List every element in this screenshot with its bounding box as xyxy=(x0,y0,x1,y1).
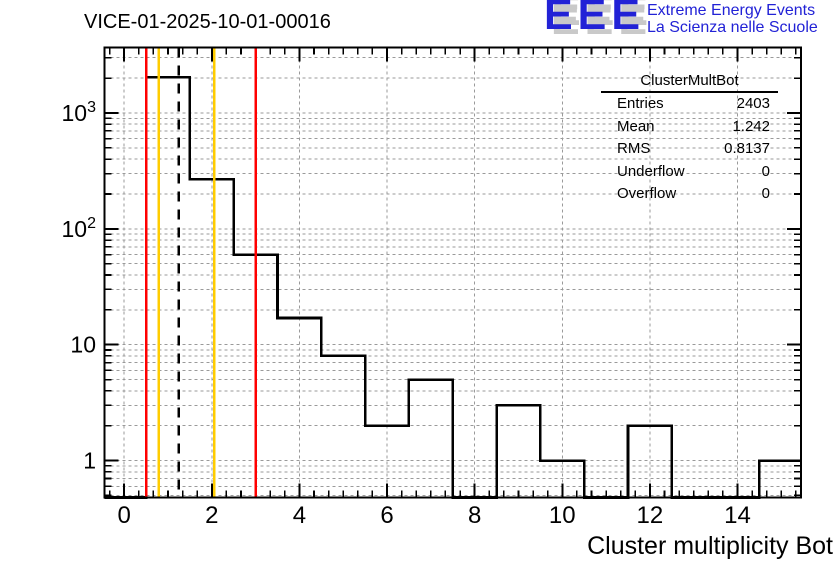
stats-label: RMS xyxy=(617,140,651,158)
y-tick-label: 102 xyxy=(62,215,97,242)
eee-logo-acronym: EEE xyxy=(544,0,646,39)
stats-value: 1.242 xyxy=(732,117,770,135)
stats-box: ClusterMultBot Entries 2403 Mean 1.242 R… xyxy=(601,70,778,206)
x-tick-label: 12 xyxy=(637,502,664,529)
stats-label: Overflow xyxy=(617,185,677,203)
x-tick-label: 0 xyxy=(118,502,131,529)
stats-label: Underflow xyxy=(617,162,685,180)
stats-value: 0 xyxy=(761,162,770,180)
plot-title: VICE-01-2025-10-01-00016 xyxy=(84,11,331,33)
y-tick-label: 103 xyxy=(62,99,97,126)
stats-row-entries: Entries 2403 xyxy=(601,93,778,116)
x-tick-label: 2 xyxy=(205,502,218,529)
y-tick-label: 10 xyxy=(70,332,96,358)
stats-label: Entries xyxy=(617,95,664,112)
stats-value: 2403 xyxy=(736,95,770,112)
eee-logo: EEE Extreme Energy Events La Scienza nel… xyxy=(544,0,834,46)
eee-logo-text: Extreme Energy Events La Scienza nelle S… xyxy=(647,2,818,36)
stats-row-rms: RMS 0.8137 xyxy=(601,138,778,161)
stats-row-mean: Mean 1.242 xyxy=(601,116,778,139)
stats-value: 0.8137 xyxy=(724,140,770,158)
x-axis-title: Cluster multiplicity Bot xyxy=(587,532,833,560)
eee-logo-line2: La Scienza nelle Scuole xyxy=(647,19,818,36)
x-tick-label: 8 xyxy=(468,502,481,529)
x-tick-label: 6 xyxy=(380,502,393,529)
eee-logo-line1: Extreme Energy Events xyxy=(647,2,816,19)
x-tick-label: 10 xyxy=(549,502,576,529)
y-tick-label: 1 xyxy=(83,448,96,474)
stats-row-overflow: Overflow 0 xyxy=(601,183,778,206)
x-tick-label: 4 xyxy=(293,502,306,529)
stats-value: 0 xyxy=(761,185,770,203)
stats-row-underflow: Underflow 0 xyxy=(601,161,778,184)
x-tick-label: 14 xyxy=(724,502,751,529)
stats-box-title: ClusterMultBot xyxy=(601,70,778,93)
stats-label: Mean xyxy=(617,117,655,135)
